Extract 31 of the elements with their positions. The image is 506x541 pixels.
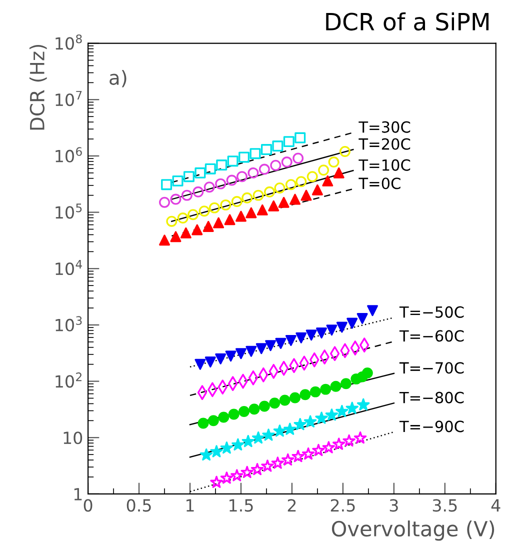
y-tick-label: 1 <box>74 488 82 500</box>
x-tick-label: 1 <box>186 499 194 512</box>
y-tick-label: 10$^{8}$ <box>56 34 82 50</box>
x-tick-label: 0 <box>84 499 92 512</box>
chart-title: DCR of a SiPM <box>326 12 489 31</box>
y-tick-label: 10$^{5}$ <box>56 204 82 219</box>
x-axis-title: Overvoltage (V) <box>332 520 494 541</box>
y-tick-label: 10$^{7}$ <box>56 90 82 106</box>
y-tick-label: 10 <box>64 432 82 444</box>
series-label: T=−50C <box>399 306 464 318</box>
y-axis-title: DCR (Hz) <box>29 44 47 130</box>
x-tick-label: 3.5 <box>432 499 457 512</box>
series-label: T=−60C <box>399 330 464 342</box>
x-tick-label: 2.5 <box>330 499 355 512</box>
x-tick-label: 0.5 <box>126 499 151 512</box>
y-tick-label: 10$^{2}$ <box>56 372 82 388</box>
y-tick-label: 10$^{4}$ <box>56 260 82 276</box>
series-label: T=10C <box>358 159 410 171</box>
series-label: T=20C <box>358 138 410 150</box>
y-tick-label: 10$^{6}$ <box>56 147 82 162</box>
y-tick-label: 10$^{3}$ <box>56 316 82 332</box>
x-tick-label: 4 <box>491 499 500 512</box>
series-label: T=30C <box>358 121 410 133</box>
x-tick-label: 2 <box>288 499 296 512</box>
annotation: a) <box>110 70 126 88</box>
x-tick-label: 3 <box>390 499 398 512</box>
x-tick-label: 1.5 <box>230 499 253 512</box>
series-label: T=−70C <box>399 362 464 374</box>
series-label: T=0C <box>358 178 400 190</box>
series-label: T=−80C <box>399 392 464 404</box>
series-label: T=−90C <box>399 420 464 432</box>
